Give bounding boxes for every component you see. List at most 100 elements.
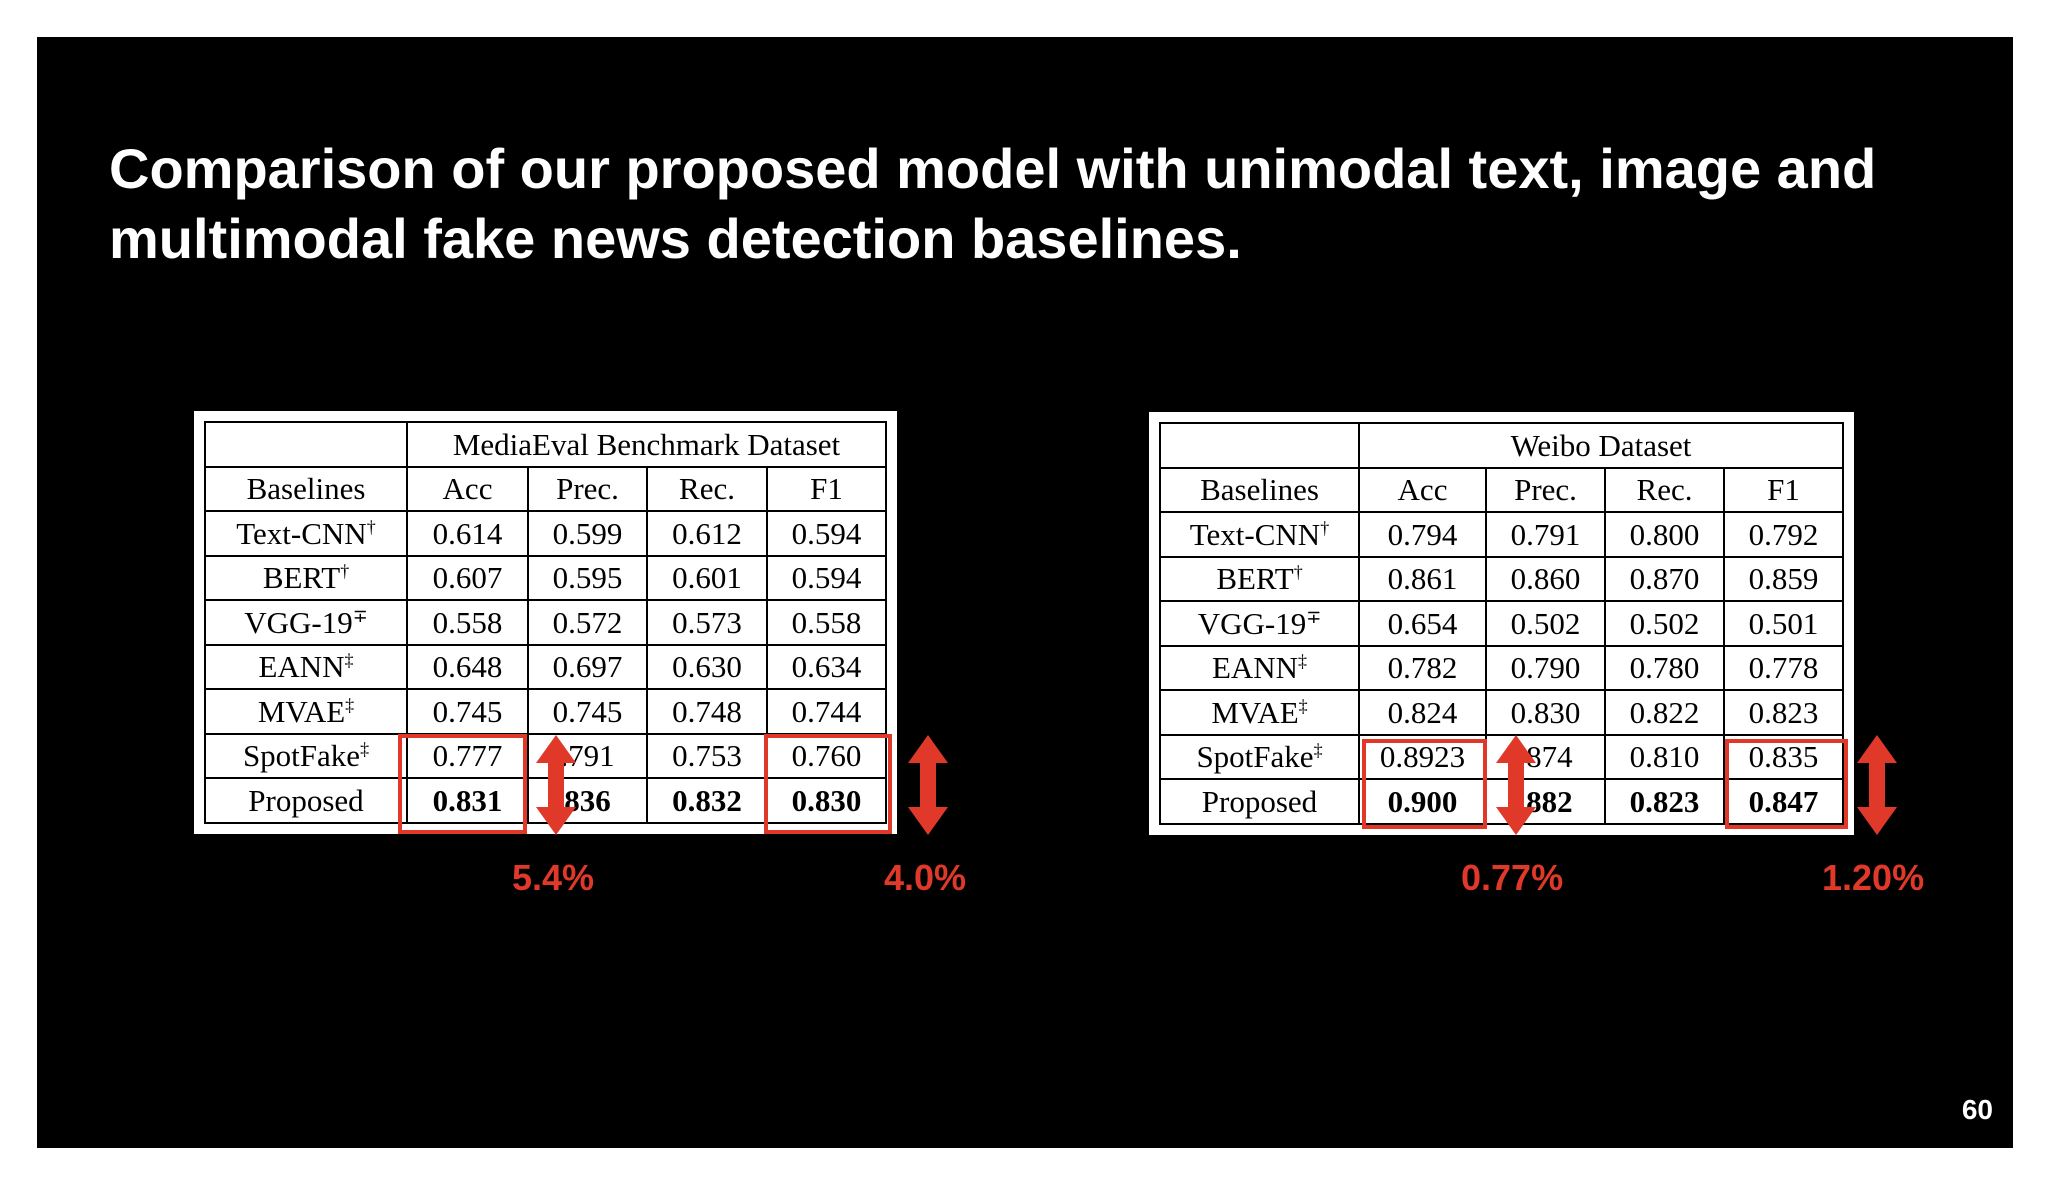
metric-value-cell: 0.614 [406, 510, 529, 557]
baseline-name-cell: SpotFake‡ [204, 732, 408, 779]
metric-value-cell: 0.744 [766, 688, 887, 735]
header-row: Baselines Acc Prec. Rec. F1 [204, 465, 887, 512]
double-headed-arrow-icon [1857, 735, 1897, 835]
weibo-acc-gain-label: 0.77% [1461, 857, 1564, 898]
double-headed-arrow-icon [908, 735, 948, 835]
column-header: F1 [1723, 466, 1844, 513]
dataset-header: Weibo Dataset [1358, 422, 1844, 469]
baseline-name: MVAE [257, 693, 346, 729]
metric-value-cell: 0.607 [406, 554, 529, 601]
title-line-1: Comparison of our proposed model with un… [109, 137, 1877, 200]
metric-value-cell: 0.753 [646, 732, 768, 779]
metric-value-cell: 0.502 [1604, 600, 1725, 647]
metric-value-cell: 0.634 [766, 643, 887, 690]
table-row: VGG-19∓ 0.654 0.502 0.502 0.501 [1159, 600, 1844, 647]
table-row: SpotFake‡ 0.8923.874 0.810 0.835 [1159, 733, 1844, 780]
metric-value-cell: 0.847 [1723, 778, 1844, 825]
baseline-name: Text-CNN [236, 515, 367, 551]
baseline-name-cell: VGG-19∓ [204, 599, 408, 646]
baseline-name-cell: MVAE‡ [1159, 689, 1360, 736]
baseline-name-cell: Text-CNN† [1159, 511, 1360, 558]
metric-value-cell: 0.790 [1485, 644, 1606, 691]
metric-value-cell: 0.800 [1604, 511, 1725, 558]
metric-value-cell: 0.822 [1604, 689, 1725, 736]
footnote-mark: † [1293, 562, 1303, 583]
column-header: Prec. [527, 465, 648, 512]
baseline-name-cell: Proposed [204, 777, 408, 824]
column-header: F1 [766, 465, 887, 512]
metric-value-cell: 0.601 [646, 554, 768, 601]
metric-value-cell: 0.823 [1604, 778, 1725, 825]
metric-value-cell: 0.810 [1604, 733, 1725, 780]
f1-highlight-box [1725, 739, 1848, 829]
table-body: Text-CNN† 0.614 0.599 0.612 0.594 BERT† 0.607 0… [204, 510, 887, 824]
table-row: EANN‡ 0.782 0.790 0.780 0.778 [1159, 644, 1844, 691]
table-body: Text-CNN† 0.794 0.791 0.800 0.792 BERT† 0.861 0… [1159, 511, 1844, 825]
baseline-name: VGG-19 [1197, 605, 1307, 641]
table-row: SpotFake‡ 0.777.791 0.753 0.760 [204, 732, 887, 779]
table-row: BERT† 0.861 0.860 0.870 0.859 [1159, 555, 1844, 602]
metric-value-cell: 0.558 [406, 599, 529, 646]
footnote-mark: ∓ [1306, 606, 1322, 627]
footnote-mark: † [340, 561, 350, 582]
metric-value-cell: 0.697 [527, 643, 648, 690]
double-headed-arrow-icon [1496, 735, 1536, 835]
column-header: Baselines [1159, 466, 1360, 513]
footnote-mark: ‡ [344, 650, 354, 671]
column-header: Acc [406, 465, 529, 512]
metric-value-cell: 0.780 [1604, 644, 1725, 691]
column-header: Prec. [1485, 466, 1606, 513]
footnote-mark: ‡ [360, 739, 370, 760]
baseline-name-cell: MVAE‡ [204, 688, 408, 735]
metric-value-cell: 0.832 [646, 777, 768, 824]
metric-value-cell: 0.792 [1723, 511, 1844, 558]
metric-value-cell: 0.572 [527, 599, 648, 646]
baseline-name: SpotFake [242, 738, 361, 774]
baseline-name-cell: EANN‡ [204, 643, 408, 690]
column-header: Baselines [204, 465, 408, 512]
metric-value-cell: 0.502 [1485, 600, 1606, 647]
footnote-mark: ‡ [1298, 651, 1308, 672]
baseline-name: MVAE [1211, 694, 1299, 730]
metric-value-cell: 0.573 [646, 599, 768, 646]
metric-value-cell: 836 [527, 777, 648, 824]
metric-value-cell: 0.630 [646, 643, 768, 690]
baseline-name-cell: BERT† [1159, 555, 1360, 602]
baseline-name: Proposed [1201, 783, 1318, 819]
metric-value-cell: 0.870 [1604, 555, 1725, 602]
metric-value-cell: 0.794 [1358, 511, 1487, 558]
metric-value-cell: 0.501 [1723, 600, 1844, 647]
metric-value-cell: 0.612 [646, 510, 768, 557]
mediaeval-table-card: MediaEval Benchmark Dataset Baselines Ac… [194, 411, 897, 834]
footnote-mark: ∓ [352, 605, 368, 626]
metric-value-cell: 0.778 [1723, 644, 1844, 691]
metric-value-cell: 0.859 [1723, 555, 1844, 602]
table-row: VGG-19∓ 0.558 0.572 0.573 0.558 [204, 599, 887, 646]
footnote-mark: ‡ [1313, 740, 1323, 761]
table-row: Proposed 0.831 836 0.832 0.830 [204, 777, 887, 824]
baseline-name: VGG-19 [244, 604, 353, 640]
mediaeval-acc-gain-label: 5.4% [512, 857, 595, 898]
baseline-name: SpotFake [1196, 739, 1314, 775]
page-number: 60 [1961, 1094, 1993, 1125]
metric-value-cell: 0.830 [766, 777, 887, 824]
metric-value-cell: 0.830 [1485, 689, 1606, 736]
metric-value-cell: 0.831 [406, 777, 529, 824]
metric-value-cell: 0.823 [1723, 689, 1844, 736]
baseline-name-cell: EANN‡ [1159, 644, 1360, 691]
baseline-name: BERT [1216, 561, 1294, 597]
double-headed-arrow-icon [536, 735, 576, 835]
table-row: EANN‡ 0.648 0.697 0.630 0.634 [204, 643, 887, 690]
table-row: BERT† 0.607 0.595 0.601 0.594 [204, 554, 887, 601]
mediaeval-f1-gain-label: 4.0% [884, 857, 967, 898]
footnote-mark: ‡ [1298, 695, 1308, 716]
title-line-2: multimodal fake news detection baselines… [109, 207, 1242, 270]
column-header: Rec. [1604, 466, 1725, 513]
f1-highlight-box [764, 734, 892, 834]
baseline-name: Proposed [248, 782, 364, 818]
footnote-mark: ‡ [345, 694, 355, 715]
table-row: Proposed 0.900.882 0.823 0.847 [1159, 778, 1844, 825]
mediaeval-results-table: MediaEval Benchmark Dataset Baselines Ac… [204, 421, 887, 824]
metric-value-cell: 0.760 [766, 732, 887, 779]
metric-value-cell: 0.594 [766, 554, 887, 601]
